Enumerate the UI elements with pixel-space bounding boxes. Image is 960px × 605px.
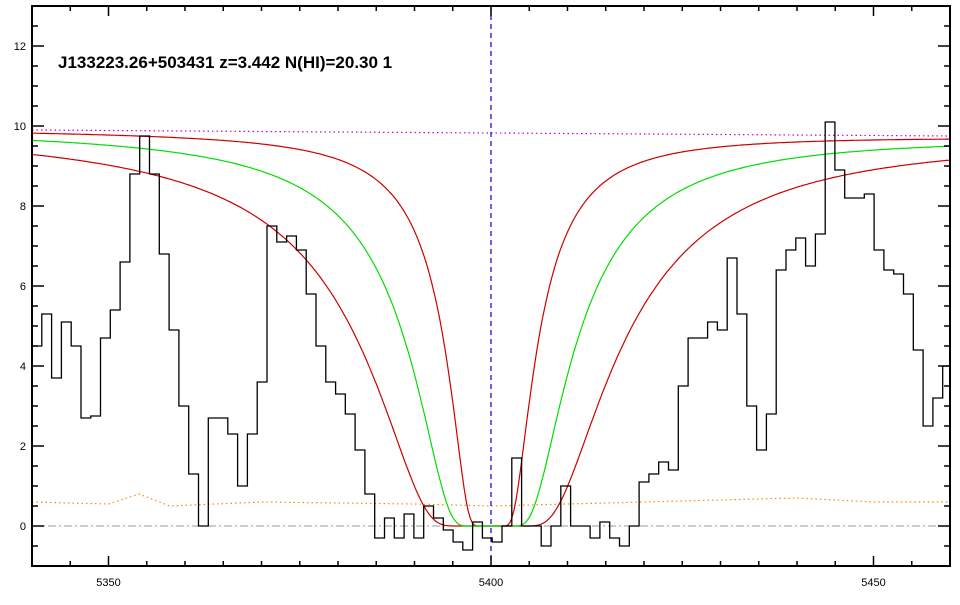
x-tick-label: 5400 xyxy=(479,577,503,589)
y-tick-label: 12 xyxy=(14,41,26,53)
series-layer xyxy=(32,6,950,566)
y-tick-label: 10 xyxy=(14,121,26,133)
y-tick-label: 0 xyxy=(20,521,26,533)
chart-title: J133223.26+503431 z=3.442 N(HI)=20.30 1 xyxy=(58,53,392,72)
axes-layer: 5350 5400 5450 0 2 4 6 8 10 12 xyxy=(14,5,951,589)
flux-histogram xyxy=(32,121,950,551)
y-tick-label: 2 xyxy=(20,441,26,453)
y-tick-label: 4 xyxy=(20,361,26,373)
x-tick-label: 5350 xyxy=(96,577,120,589)
fit-profile xyxy=(32,139,950,527)
y-tick-label: 8 xyxy=(20,201,26,213)
y-tick-label: 6 xyxy=(20,281,26,293)
x-tick-label: 5450 xyxy=(861,577,885,589)
